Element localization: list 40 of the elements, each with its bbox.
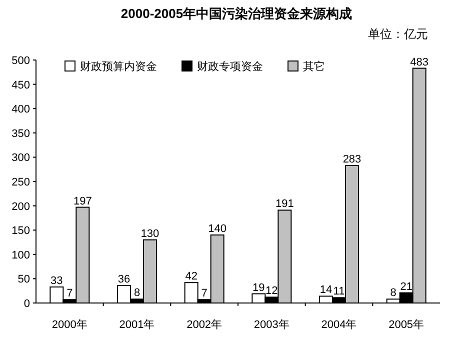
data-label: 7 (66, 288, 73, 300)
data-label: 483 (410, 56, 429, 68)
x-tick-label: 2003年 (254, 319, 290, 331)
x-tick-label: 2000年 (52, 319, 88, 331)
y-tick-label: 500 (12, 55, 30, 67)
data-label: 197 (73, 195, 92, 208)
data-label: 11 (333, 286, 345, 298)
y-tick-label: 450 (12, 79, 30, 92)
data-label: 33 (50, 274, 63, 287)
chart-subtitle: 单位：亿元 (368, 27, 428, 41)
data-label: 283 (342, 153, 362, 166)
data-label: 130 (140, 228, 160, 240)
data-label: 191 (275, 198, 294, 210)
y-tick-label: 300 (12, 152, 30, 164)
data-label: 8 (134, 287, 140, 300)
data-label: 14 (320, 284, 332, 296)
x-tick-label: 2002年 (186, 319, 222, 331)
y-tick-label: 0 (24, 298, 30, 310)
x-tick-label: 2001年 (119, 319, 155, 331)
y-tick-label: 250 (12, 176, 30, 188)
data-label: 12 (266, 285, 278, 298)
data-label: 36 (118, 274, 130, 286)
y-tick-label: 50 (18, 274, 30, 286)
chart-title: 2000-2005年中国污染治理资金来源构成 (120, 6, 352, 21)
y-tick-label: 150 (12, 225, 30, 238)
data-label: 19 (252, 282, 265, 294)
y-tick-label: 200 (12, 200, 30, 213)
legend-label: 财政预算内资金 (80, 60, 157, 73)
x-tick-label: 2004年 (321, 319, 357, 331)
legend-label: 财政专项资金 (197, 60, 263, 73)
data-label: 7 (201, 288, 208, 300)
data-label: 21 (400, 280, 412, 293)
x-tick-label: 2005年 (388, 319, 424, 331)
legend-label: 其它 (303, 60, 325, 73)
data-label: 42 (185, 270, 198, 283)
y-tick-label: 100 (12, 249, 30, 262)
data-label: 140 (208, 222, 227, 235)
data-label: 8 (390, 287, 396, 300)
y-tick-label: 350 (12, 128, 30, 140)
y-tick-label: 400 (12, 104, 30, 116)
